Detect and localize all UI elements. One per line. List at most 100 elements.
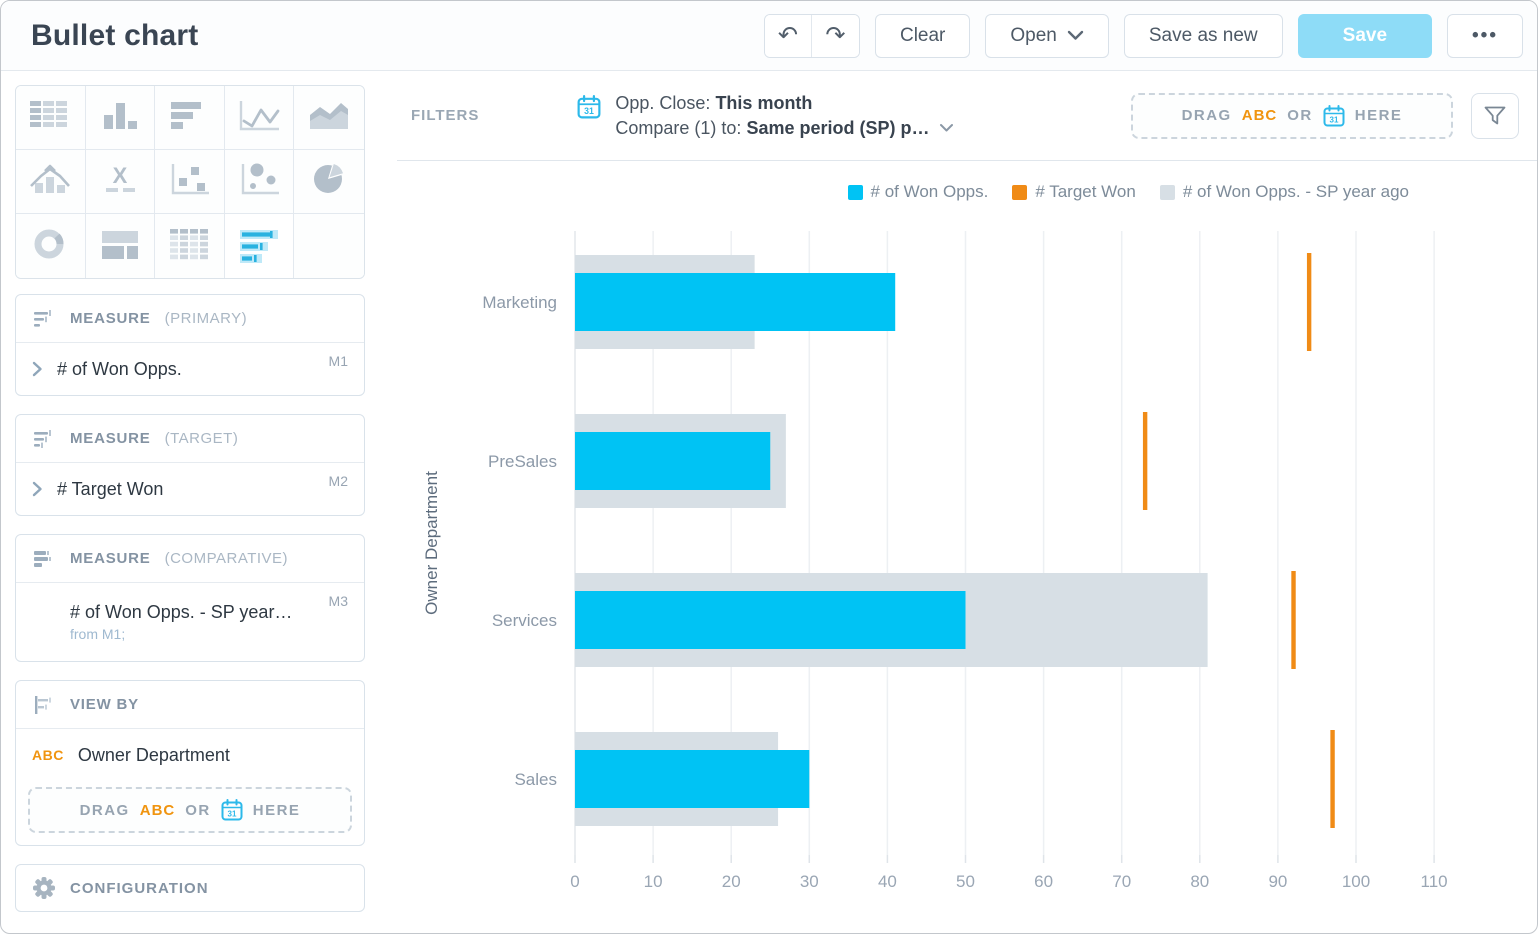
bar-primary-sales[interactable] [575,750,810,808]
configuration-button[interactable]: CONFIGURATION [15,864,365,912]
x-tick-label: 0 [570,872,579,891]
clear-button[interactable]: Clear [874,13,971,58]
chart-type-bullet-chart[interactable] [224,214,295,278]
layout-chart-icon [94,224,146,269]
chart-type-combo-chart[interactable] [16,150,86,214]
column-chart-icon [94,95,146,140]
view-by-panel: VIEW BY ABC Owner Department DRAG ABC OR… [15,680,365,846]
redo-icon: ↷ [825,21,846,49]
chart-type-column-chart[interactable] [85,86,156,150]
chart-type-pivot-table[interactable] [155,214,225,278]
category-label-marketing: Marketing [482,293,557,312]
chart-area: FILTERS 31 Opp. Close: This month Compar… [397,71,1537,933]
funnel-icon [1484,106,1506,124]
filter-line-2: Compare (1) to: Same period (SP) p… [615,118,954,139]
measure-badge: M2 [328,473,348,489]
filters-dropzone[interactable]: DRAG ABC OR 31 HERE [1131,92,1453,139]
x-tick-label: 80 [1190,872,1209,891]
x-tick-label: 110 [1421,872,1448,891]
topbar: Bullet chart ↶ ↷ Clear Open Save as new … [1,1,1537,71]
view-by-header: VIEW BY [16,681,364,729]
redo-button[interactable]: ↷ [811,14,859,57]
category-label-sales: Sales [514,770,557,789]
filter-funnel-button[interactable] [1471,92,1519,139]
bar-primary-presales[interactable] [575,432,771,490]
chart-type-x-axis[interactable]: X [85,150,156,214]
undo-button[interactable]: ↶ [764,14,812,57]
target-marker-presales[interactable] [1142,412,1148,510]
svg-text:31: 31 [585,106,595,116]
view-by-row[interactable]: ABC Owner Department [16,729,364,781]
save-button[interactable]: Save [1297,13,1433,58]
measure-comparative-row[interactable]: # of Won Opps. - SP year… from M1; M3 [16,583,364,661]
measure-comparative-panel: MEASURE (COMPARATIVE) # of Won Opps. - S… [15,534,365,662]
save-as-new-button[interactable]: Save as new [1123,13,1283,58]
view-by-icon [35,695,51,714]
calendar-icon: 31 [221,799,243,821]
chevron-down-icon [1067,30,1084,40]
category-label-services: Services [492,611,557,630]
legend-label: # of Won Opps. - SP year ago [1182,182,1409,201]
legend-item-primary[interactable]: # of Won Opps. [847,182,988,202]
pie-chart-icon [303,159,355,204]
abc-field-icon: ABC [32,747,64,763]
chevron-right-icon [32,361,42,377]
toolbar-actions: ↶ ↷ Clear Open Save as new Save ••• [763,13,1523,58]
measure-target-row[interactable]: # Target Won M2 [16,463,364,515]
donut-chart-icon [24,224,76,269]
configuration-label: CONFIGURATION [70,879,209,897]
area-chart-icon [303,95,355,140]
x-tick-label: 60 [1034,872,1053,891]
target-marker-sales[interactable] [1330,730,1335,828]
bullet-measure-icon [34,550,51,567]
measure-name: # of Won Opps. [57,358,182,379]
chart-type-table[interactable] [16,86,86,150]
chart-type-donut-chart[interactable] [16,214,86,278]
view-by-dropzone[interactable]: DRAG ABC OR 31 HERE [28,787,352,833]
measure-name: # of Won Opps. - SP year… [70,602,293,622]
combo-chart-icon [24,159,76,204]
measure-primary-row[interactable]: # of Won Opps. M1 [16,343,364,395]
date-filter-chip[interactable]: 31 Opp. Close: This month Compare (1) to… [577,93,954,139]
sidebar: X MEASURE (PRIMARY) # of Won Opps. M1 [15,85,365,912]
legend-swatch [847,184,863,200]
table-icon [24,95,76,140]
chart-type-bubble-chart[interactable] [224,150,295,214]
legend-swatch [1012,184,1028,200]
chart-type-pie-chart[interactable] [294,150,364,214]
x-tick-label: 100 [1342,872,1370,891]
open-button[interactable]: Open [985,13,1109,58]
more-button[interactable]: ••• [1447,13,1523,58]
chart-type-scatter-plot[interactable] [155,150,225,214]
chevron-down-icon [940,124,954,132]
measure-target-header: MEASURE (TARGET) [16,415,364,463]
chart-type-bar-chart[interactable] [155,86,225,150]
x-tick-label: 70 [1112,872,1131,891]
panel-qualifier: (COMPARATIVE) [164,550,289,567]
chart-type-area-chart[interactable] [294,86,364,150]
abc-field-icon: ABC [139,801,176,819]
legend-item-comparative[interactable]: # of Won Opps. - SP year ago [1159,182,1409,202]
x-tick-label: 50 [956,872,975,891]
bar-primary-marketing[interactable] [575,273,896,331]
chart-type-line-chart[interactable] [224,86,295,150]
open-button-label: Open [1010,24,1057,46]
dropzone-here-label: HERE [252,801,301,819]
dropzone-drag-label: DRAG [79,801,130,819]
panel-qualifier: (TARGET) [164,430,239,447]
target-marker-marketing[interactable] [1306,253,1312,351]
svg-text:X: X [113,163,128,188]
panel-title: MEASURE [70,430,151,447]
legend-label: # Target Won [1035,182,1136,201]
y-axis-title: Owner Department [422,471,441,615]
bar-primary-services[interactable] [575,591,966,649]
target-marker-services[interactable] [1291,571,1296,669]
x-tick-label: 30 [800,872,819,891]
chart-type-layout-chart[interactable] [85,214,156,278]
legend-item-target[interactable]: # Target Won [1012,182,1136,202]
scatter-plot-icon [163,159,215,204]
dropzone-drag-label: DRAG [1181,107,1232,124]
chevron-right-icon [32,481,42,497]
bullet-chart-icon [233,224,285,269]
